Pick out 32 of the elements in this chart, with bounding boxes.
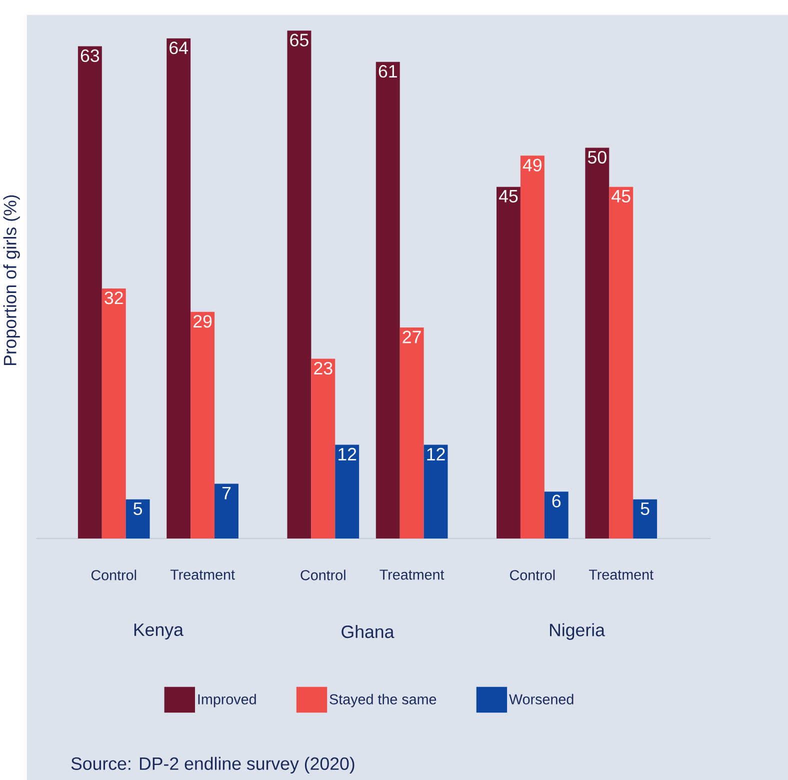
data-label: 12 — [338, 448, 356, 460]
data-label: 29 — [194, 315, 212, 328]
data-label: 27 — [402, 330, 421, 344]
x-tick-label: Control — [510, 570, 555, 580]
data-label: 45 — [498, 190, 518, 202]
x-tick-label: Control — [300, 570, 346, 580]
data-label: 64 — [170, 42, 188, 54]
data-label: 63 — [80, 49, 100, 62]
y-axis-title: Proportion of girls (%) — [3, 195, 20, 366]
x-tick-label: Treatment — [380, 570, 444, 580]
text: Nigeria — [550, 623, 605, 640]
data-label: 45 — [612, 190, 630, 202]
data-label: 32 — [104, 292, 123, 304]
text: Ghana — [342, 624, 394, 638]
legend-label: Improved — [198, 694, 256, 708]
source-note: Source: DP-2 endline survey (2020) — [71, 756, 354, 774]
legend-label: Stayed the same — [330, 694, 436, 708]
x-tick-label: Control — [91, 570, 136, 580]
data-label: 5 — [134, 502, 142, 516]
legend-label: Worsened — [509, 694, 574, 704]
data-label: 7 — [222, 486, 231, 500]
data-label: 50 — [588, 150, 606, 164]
data-label: 49 — [522, 158, 542, 172]
x-tick-label: Treatment — [170, 570, 235, 580]
data-label: 65 — [290, 34, 308, 46]
data-label: 6 — [552, 494, 561, 508]
data-label: 12 — [427, 448, 445, 460]
data-label: 5 — [640, 502, 650, 516]
text: Kenya — [134, 624, 184, 640]
data-label: 23 — [314, 362, 332, 375]
data-label: 61 — [378, 64, 397, 78]
x-tick-label: Treatment — [589, 570, 654, 580]
